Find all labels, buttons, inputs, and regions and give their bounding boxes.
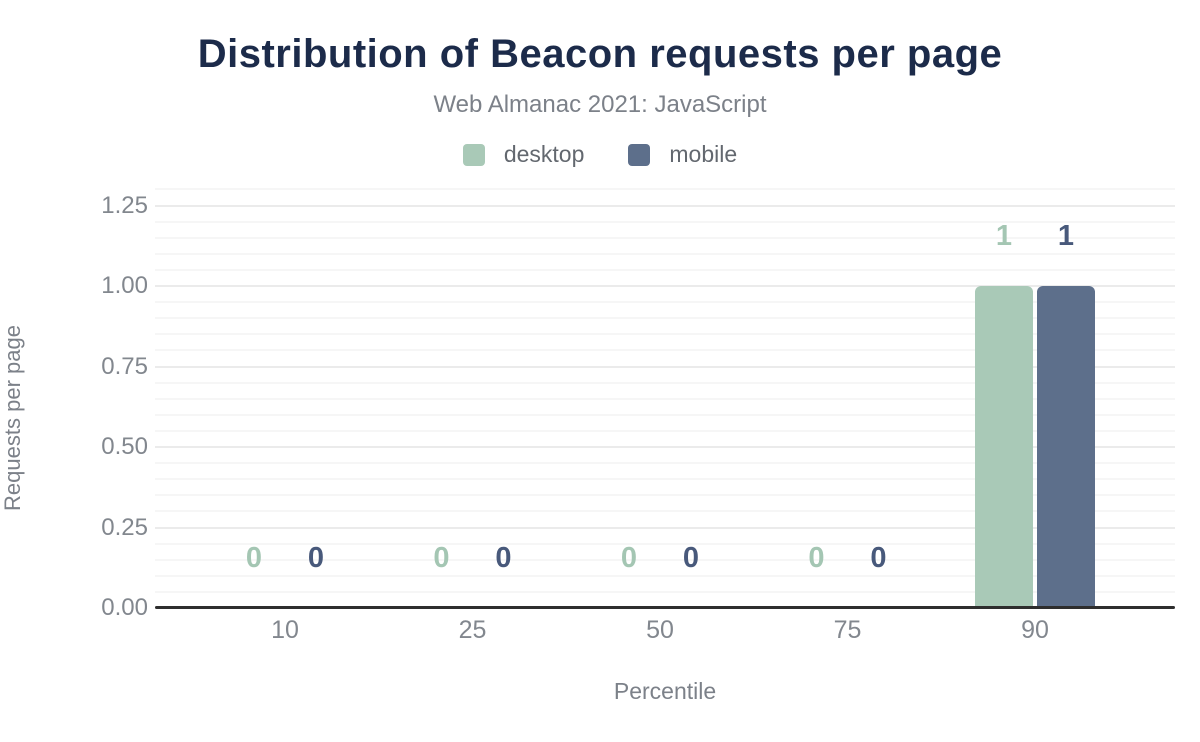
y-tick-label: 1.25 xyxy=(101,191,148,219)
legend-swatch-desktop-icon xyxy=(462,143,485,166)
gridline-minor xyxy=(155,188,1175,191)
gridline-minor xyxy=(155,542,1175,545)
y-tick-label: 0.25 xyxy=(101,513,148,541)
x-axis-title: Percentile xyxy=(613,678,717,704)
y-tick-label: 1.00 xyxy=(101,272,148,299)
gridline-minor xyxy=(155,429,1175,432)
gridline-minor xyxy=(155,462,1175,465)
gridline-minor xyxy=(155,590,1175,593)
x-tick-label: 50 xyxy=(646,616,674,644)
bar-mobile-p90[interactable] xyxy=(1037,286,1095,607)
chart-legend: desktop mobile xyxy=(0,141,1200,168)
gridline-minor xyxy=(155,397,1175,400)
value-label-mobile-p90: 1 xyxy=(1057,220,1075,252)
value-label-desktop-p10: 0 xyxy=(245,542,263,574)
gridline-minor xyxy=(155,413,1175,416)
gridline-minor xyxy=(155,494,1175,497)
legend-swatch-mobile-icon xyxy=(628,143,651,166)
gridline-minor xyxy=(155,252,1175,255)
legend-item-mobile[interactable]: mobile xyxy=(628,141,737,168)
bar-desktop-p90[interactable] xyxy=(975,286,1033,607)
x-tick-label: 10 xyxy=(271,616,299,644)
gridline-minor xyxy=(155,510,1175,513)
gridline-minor xyxy=(155,220,1175,223)
value-label-mobile-p75: 0 xyxy=(870,542,887,574)
y-axis-title: Requests per page xyxy=(0,325,25,511)
x-tick-label: 25 xyxy=(458,616,487,644)
gridline-minor xyxy=(155,301,1175,304)
value-label-mobile-p25: 0 xyxy=(495,542,512,574)
gridline-major xyxy=(155,526,1175,529)
y-tick-label: 0.75 xyxy=(101,352,148,380)
y-tick-label: 0.00 xyxy=(101,594,148,621)
x-axis-line xyxy=(155,606,1175,609)
gridline-minor xyxy=(155,381,1175,384)
gridline-major xyxy=(155,365,1175,368)
value-label-mobile-p50: 0 xyxy=(682,542,700,574)
gridline-minor xyxy=(155,558,1175,561)
legend-label-mobile: mobile xyxy=(669,141,738,167)
gridline-major xyxy=(155,446,1175,448)
gridline-minor xyxy=(155,574,1175,577)
legend-item-desktop[interactable]: desktop xyxy=(462,141,585,168)
y-tick-label: 0.50 xyxy=(101,433,148,460)
legend-label-desktop: desktop xyxy=(503,141,585,167)
x-tick-label: 90 xyxy=(1021,616,1049,644)
chart-title: Distribution of Beacon requests per page xyxy=(197,32,1003,76)
value-label-desktop-p25: 0 xyxy=(433,542,450,574)
gridline-minor xyxy=(155,236,1175,239)
value-label-desktop-p75: 0 xyxy=(808,542,825,574)
x-tick-label: 75 xyxy=(833,616,862,644)
gridline-major xyxy=(155,285,1175,287)
gridline-minor xyxy=(155,317,1175,320)
value-label-desktop-p50: 0 xyxy=(620,542,638,574)
value-label-desktop-p90: 1 xyxy=(995,220,1013,252)
gridline-minor xyxy=(155,349,1175,352)
value-label-mobile-p10: 0 xyxy=(307,542,325,574)
gridline-minor xyxy=(155,478,1175,481)
gridline-minor xyxy=(155,268,1175,271)
gridline-major xyxy=(155,204,1175,207)
gridline-minor xyxy=(155,333,1175,336)
chart-subtitle: Web Almanac 2021: JavaScript xyxy=(433,91,767,118)
